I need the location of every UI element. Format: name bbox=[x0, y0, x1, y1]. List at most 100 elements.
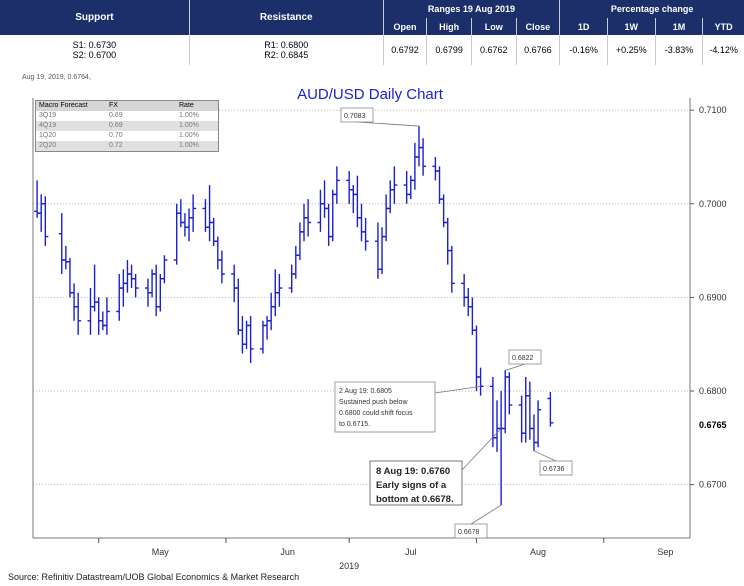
ohlc-bar bbox=[292, 245, 299, 279]
col-1m: 1M bbox=[654, 18, 703, 35]
aug8-callout-line: 8 Aug 19: 0.6760 bbox=[376, 466, 450, 477]
low-callout-text: 0.6736 bbox=[543, 466, 565, 473]
mf-rate: 1.00% bbox=[179, 122, 199, 129]
ohlc-bar bbox=[87, 288, 94, 335]
ohlc-bar bbox=[103, 297, 110, 335]
mf-period: 3Q19 bbox=[39, 112, 57, 119]
x-tick-label: Jun bbox=[280, 547, 295, 557]
y-tick-label: 0.6800 bbox=[699, 386, 727, 396]
ohlc-bar bbox=[288, 264, 295, 293]
mf-period: 1Q20 bbox=[39, 132, 57, 139]
ohlc-bar bbox=[58, 213, 65, 274]
macro-forecast-row: 4Q19 0.69 1.00% bbox=[36, 121, 218, 131]
ohlc-bar bbox=[186, 208, 193, 242]
ohlc-bar bbox=[522, 376, 529, 443]
mf-fx: 0.69 bbox=[109, 122, 123, 129]
col-high: High bbox=[426, 18, 472, 35]
ohlc-bar bbox=[128, 264, 135, 289]
ohlc-bar bbox=[530, 414, 537, 451]
value-1w: +0.25% bbox=[606, 35, 656, 65]
ohlc-bar bbox=[477, 367, 484, 396]
aug8-callout-line: bottom at 0.6678. bbox=[376, 494, 454, 505]
low-callout-box bbox=[539, 460, 573, 476]
ohlc-bar bbox=[444, 217, 451, 265]
ohlc-bar bbox=[502, 370, 509, 434]
support-s2: S2: 0.6700 bbox=[72, 50, 117, 60]
mf-head-fx: FX bbox=[109, 102, 118, 109]
support-header: Support bbox=[0, 0, 190, 35]
ohlc-bar bbox=[214, 236, 221, 270]
resistance-r2: R2: 0.6845 bbox=[264, 50, 309, 60]
ohlc-bar bbox=[301, 203, 308, 242]
ohlc-bar bbox=[181, 213, 188, 237]
ohlc-bar bbox=[526, 381, 533, 440]
ohlc-bar bbox=[350, 185, 357, 214]
ohlc-bar bbox=[190, 194, 197, 232]
pct-change-header: Percentage change bbox=[559, 0, 744, 18]
ohlc-bar bbox=[354, 175, 361, 228]
ohlc-bar bbox=[518, 395, 525, 443]
ohlc-bar bbox=[469, 297, 476, 335]
aug2-callout-pointer bbox=[434, 385, 481, 394]
col-close: Close bbox=[515, 18, 560, 35]
ohlc-bar bbox=[132, 274, 139, 298]
col-1w: 1W bbox=[606, 18, 656, 35]
macro-forecast-table: Macro Forecast FX Rate 3Q19 0.69 1.00% 4… bbox=[35, 100, 219, 152]
col-open: Open bbox=[382, 18, 427, 35]
ohlc-bar bbox=[403, 171, 410, 204]
peak-callout-pointer bbox=[356, 121, 420, 127]
ohlc-bar bbox=[305, 199, 312, 237]
summary-table: Support Resistance Ranges 19 Aug 2019 Pe… bbox=[0, 0, 744, 65]
ohlc-bar bbox=[436, 166, 443, 204]
ohlc-bar bbox=[38, 194, 45, 232]
high-callout-text: 0.6822 bbox=[512, 355, 534, 362]
aug2-callout-line: 0.6800 could shift focus bbox=[339, 410, 413, 417]
ohlc-bar bbox=[321, 180, 328, 218]
aug2-callout-line: to 0.6715. bbox=[339, 421, 370, 428]
ohlc-bar bbox=[362, 217, 369, 251]
ohlc-bar bbox=[34, 180, 41, 218]
aug8-callout-line: Early signs of a bbox=[376, 480, 447, 491]
mf-rate: 1.00% bbox=[179, 112, 199, 119]
ohlc-bar bbox=[379, 227, 386, 274]
mf-period: 2Q20 bbox=[39, 142, 57, 149]
aug2-callout-line: 2 Aug 19: 0.6805 bbox=[339, 388, 392, 395]
ohlc-bar bbox=[71, 283, 78, 321]
date-stamp: Aug 19, 2019, 0.6764, bbox=[22, 74, 91, 81]
ohlc-bar bbox=[268, 292, 275, 331]
ohlc-bar bbox=[157, 274, 164, 312]
ohlc-bar bbox=[91, 264, 98, 312]
ohlc-bar bbox=[231, 264, 238, 303]
ohlc-bar bbox=[498, 391, 505, 506]
y-tick-label: 0.7000 bbox=[699, 199, 727, 209]
ohlc-bar bbox=[494, 400, 501, 452]
macro-forecast-row: 2Q20 0.72 1.00% bbox=[36, 141, 218, 151]
ohlc-bar bbox=[235, 278, 242, 335]
resistance-values: R1: 0.6800 R2: 0.6845 bbox=[188, 35, 384, 65]
ohlc-bar bbox=[317, 189, 324, 232]
ohlc-bar bbox=[120, 269, 127, 307]
col-low: Low bbox=[470, 18, 517, 35]
macro-forecast-header: Macro Forecast FX Rate bbox=[36, 101, 218, 111]
ohlc-bar bbox=[535, 400, 542, 448]
ohlc-bar bbox=[407, 175, 414, 200]
ohlc-bar bbox=[206, 185, 213, 242]
ohlc-bar bbox=[62, 245, 69, 270]
ohlc-bar bbox=[325, 203, 332, 246]
high-callout-box bbox=[508, 349, 542, 365]
low-callout-pointer bbox=[533, 450, 557, 462]
ohlc-bar bbox=[448, 245, 455, 293]
macro-forecast-row: 3Q19 0.69 1.00% bbox=[36, 111, 218, 121]
ohlc-bar bbox=[329, 189, 336, 242]
ohlc-bar bbox=[333, 166, 340, 204]
ohlc-bar bbox=[415, 126, 422, 167]
peak-callout-text: 0.7083 bbox=[344, 113, 366, 120]
ohlc-bar bbox=[358, 203, 365, 242]
ohlc-bar bbox=[99, 311, 106, 331]
value-ytd: -4.12% bbox=[702, 35, 744, 65]
resistance-r1: R1: 0.6800 bbox=[264, 40, 309, 50]
ranges-header: Ranges 19 Aug 2019 bbox=[382, 0, 560, 18]
x-tick-label: Jul bbox=[405, 547, 417, 557]
x-tick-label: May bbox=[152, 547, 170, 557]
peak-callout-box bbox=[340, 107, 374, 123]
